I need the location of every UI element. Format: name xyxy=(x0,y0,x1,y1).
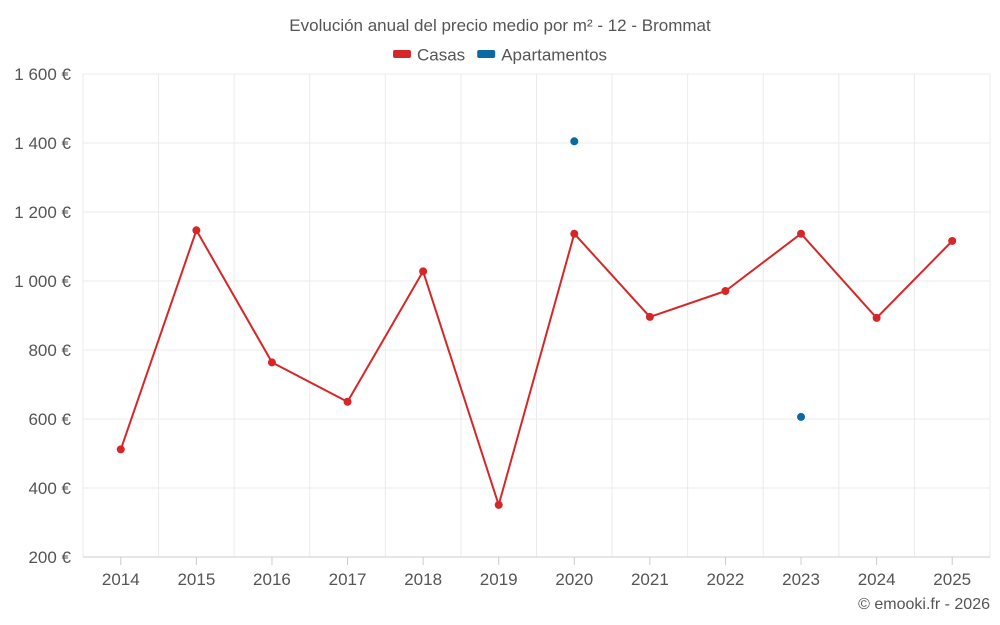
y-tick-label: 400 € xyxy=(28,479,71,498)
data-point-casas[interactable] xyxy=(797,229,806,238)
x-tick-label: 2022 xyxy=(707,570,745,589)
data-point-casas[interactable] xyxy=(570,229,579,238)
y-tick-label: 200 € xyxy=(28,548,71,567)
legend-swatch xyxy=(393,50,411,58)
series-line-casas xyxy=(119,229,953,506)
y-tick-label: 1 400 € xyxy=(14,134,71,153)
series xyxy=(116,137,957,509)
x-tick-label: 2016 xyxy=(253,570,291,589)
y-tick-label: 1 200 € xyxy=(14,203,71,222)
x-tick-label: 2021 xyxy=(631,570,669,589)
data-point-casas[interactable] xyxy=(192,226,201,235)
legend-label: Casas xyxy=(417,45,465,64)
y-tick-label: 1 600 € xyxy=(14,65,71,84)
credit-text: © emooki.fr - 2026 xyxy=(858,596,990,613)
legend-swatch xyxy=(477,50,496,58)
x-tick-label: 2025 xyxy=(933,570,971,589)
legend-item-casas[interactable]: Casas xyxy=(393,45,465,64)
data-point-casas[interactable] xyxy=(419,267,428,276)
legend-label: Apartamentos xyxy=(501,45,607,64)
chart-title: Evolución anual del precio medio por m² … xyxy=(289,16,711,35)
axes: 200 € 400 € 600 € 800 € 1 000 € 1 200 € 1 400 … xyxy=(14,65,990,589)
data-point-casas[interactable] xyxy=(494,500,503,509)
legend-item-apartamentos[interactable]: Apartamentos xyxy=(477,45,607,64)
x-tick-label: 2023 xyxy=(782,570,820,589)
series-casas xyxy=(116,226,957,509)
data-point-casas[interactable] xyxy=(872,313,881,322)
y-tick-label: 600 € xyxy=(28,410,71,429)
x-tick-label: 2017 xyxy=(329,570,367,589)
y-tick-label: 800 € xyxy=(28,341,71,360)
x-tick-label: 2024 xyxy=(858,570,896,589)
data-point-apartamentos[interactable] xyxy=(570,137,579,146)
data-point-casas[interactable] xyxy=(267,358,276,367)
legend: Casas Apartamentos xyxy=(393,45,607,64)
data-point-apartamentos[interactable] xyxy=(797,412,806,421)
x-tick-label: 2018 xyxy=(404,570,442,589)
x-tick-label: 2019 xyxy=(480,570,518,589)
data-point-casas[interactable] xyxy=(343,397,352,406)
grid xyxy=(82,73,991,557)
y-tick-label: 1 000 € xyxy=(14,272,71,291)
x-tick-label: 2015 xyxy=(177,570,215,589)
x-tick-label: 2014 xyxy=(102,570,140,589)
data-point-casas[interactable] xyxy=(721,287,730,296)
series-apartamentos xyxy=(570,137,806,421)
x-tick-label: 2020 xyxy=(555,570,593,589)
data-point-casas[interactable] xyxy=(948,236,957,245)
data-point-casas[interactable] xyxy=(116,445,125,454)
data-point-casas[interactable] xyxy=(645,312,654,321)
